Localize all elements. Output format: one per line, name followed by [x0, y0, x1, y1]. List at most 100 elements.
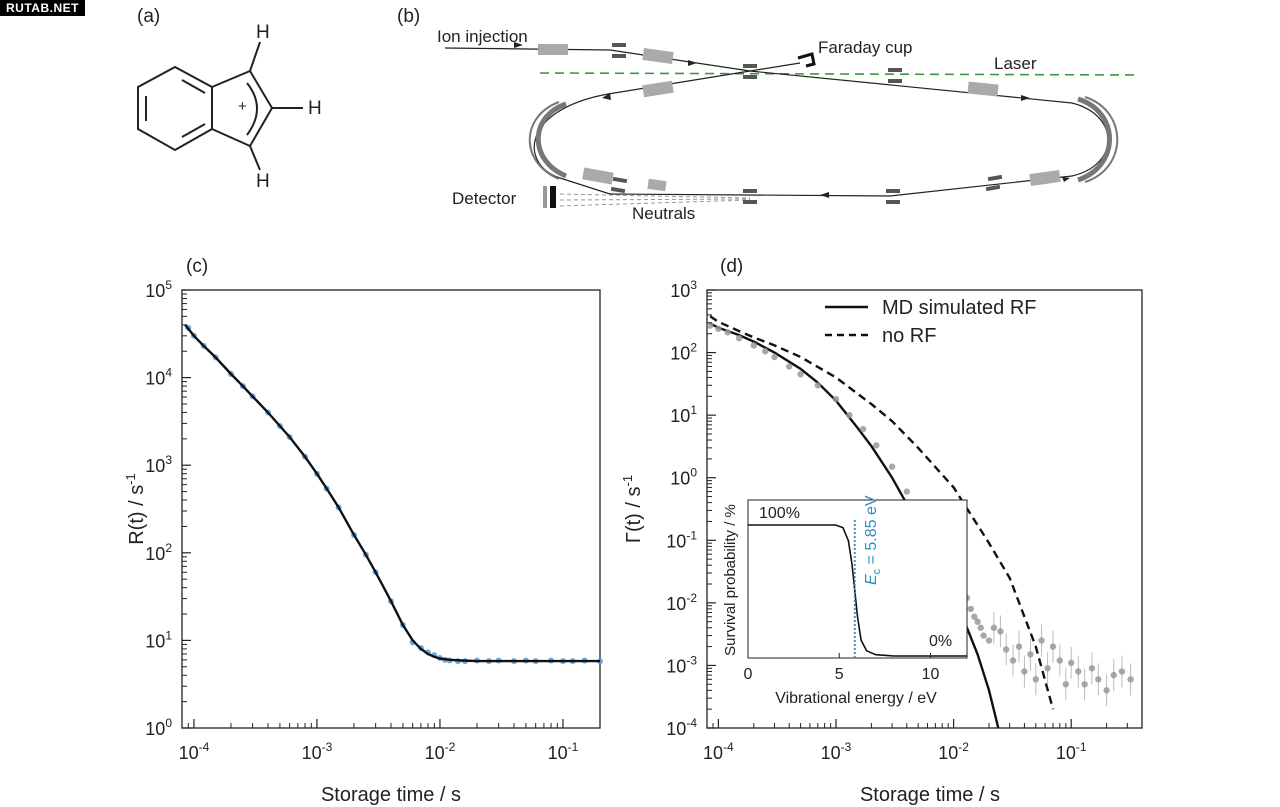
- inset-marks: 0 5 10: [744, 520, 967, 683]
- y-tick-label: 10-3: [666, 653, 697, 676]
- data-point: [1021, 668, 1028, 675]
- data-point: [1038, 637, 1045, 644]
- data-point: [997, 628, 1004, 635]
- data-point: [1095, 676, 1102, 683]
- inset-survival: 0 5 10 100% 0% Vibrational energy / eV Sur…: [722, 495, 968, 707]
- data-point: [859, 425, 867, 433]
- beam-to-cup: [749, 62, 801, 72]
- double-bond-3: [181, 123, 206, 138]
- x-tick-label: 10-2: [938, 740, 969, 763]
- inset-x-tick-label: 10: [922, 666, 940, 683]
- panel-label-c: (c): [186, 256, 208, 277]
- x-tick-label: 10-4: [703, 740, 734, 763]
- ring-beam-upper-right: [749, 70, 1073, 104]
- inset-survival-line: [748, 524, 967, 657]
- y-axis-title-c: R(t) / s-1: [123, 473, 148, 545]
- data-point: [873, 442, 880, 449]
- injection-element: [538, 44, 568, 55]
- plot-frame-d: [706, 289, 1143, 729]
- y-tick-label: 102: [670, 341, 697, 364]
- chart-d-marks: [706, 315, 1134, 729]
- y-tick-label: 10-1: [666, 528, 697, 551]
- fit-line: [184, 324, 600, 663]
- data-point: [785, 363, 793, 370]
- data-point: [903, 488, 910, 495]
- y-axis-title-d: Γ(t) / s-1: [620, 475, 645, 543]
- y-tick-label: 10-4: [666, 716, 697, 739]
- x-tick-label: 10-3: [302, 740, 333, 763]
- chart-c: (c) 10-4 10-3 10-2 10-1 100 101 102 103 104 105 S…: [123, 256, 603, 806]
- data-point: [1075, 668, 1082, 675]
- charge-plus: +: [238, 98, 247, 115]
- watermark-badge: RUTAB.NET: [0, 0, 85, 16]
- x-axis-title-d: Storage time / s: [860, 784, 1000, 806]
- inset-label-0: 0%: [929, 633, 952, 650]
- y-tick-label: 104: [145, 366, 172, 389]
- element-lower-right: [1029, 169, 1061, 187]
- legend-label-md: MD simulated RF: [882, 297, 1036, 319]
- data-point: [990, 624, 998, 631]
- data-point: [1110, 671, 1117, 679]
- ring-beam-lower-mid: [609, 193, 891, 197]
- benzene-ring: [137, 65, 213, 152]
- panel-label-d: (d): [720, 256, 743, 277]
- molecule-structure: [137, 41, 303, 171]
- left-bending-magnet: [535, 101, 568, 179]
- left-bend-beam: [533, 93, 609, 179]
- x-tick-label: 10-3: [821, 740, 852, 763]
- element-upper-right: [967, 81, 999, 97]
- atom-h-bottom: H: [256, 171, 270, 192]
- data-point: [846, 411, 853, 419]
- data-point: [1049, 643, 1057, 650]
- neutrals-lines: [559, 193, 751, 207]
- data-point: [1127, 676, 1134, 683]
- y-tick-label: 103: [145, 453, 172, 476]
- data-point: [1044, 665, 1051, 672]
- x-tick-label: 10-1: [1056, 740, 1087, 763]
- y-tick-label: 105: [145, 278, 172, 301]
- inset-x-tick-label: 5: [835, 666, 844, 683]
- laser-label: Laser: [994, 54, 1037, 73]
- x-tick-label: 10-2: [425, 740, 456, 763]
- beam-arrows: [514, 42, 1070, 198]
- data-point: [977, 624, 984, 631]
- injection-beam: [444, 47, 611, 51]
- x-axis-title-c: Storage time / s: [321, 784, 461, 806]
- bond-h-bottom: [249, 145, 261, 171]
- panel-a: (a) H H H +: [137, 6, 322, 192]
- right-bending-magnet: [1077, 96, 1112, 183]
- chart-d: (d) 10-4 10-3 10-2 10-110-410-310-210-11001…: [620, 256, 1143, 806]
- y-tick-label: 101: [145, 628, 172, 651]
- data-point: [1009, 657, 1017, 664]
- detector-label: Detector: [452, 189, 517, 208]
- data-point: [980, 632, 987, 639]
- panel-label-b: (b): [397, 6, 420, 27]
- legend-label-norf: no RF: [882, 325, 936, 347]
- data-point: [797, 371, 804, 378]
- quadrupoles: [610, 43, 1003, 204]
- laser-beam: [539, 72, 1141, 76]
- element-upper-left-2: [642, 80, 674, 98]
- data-point: [1027, 651, 1034, 658]
- element-lower-left-2: [647, 178, 667, 192]
- panel-label-a: (a): [137, 6, 160, 27]
- data-point: [735, 334, 743, 342]
- x-tick-label: 10-4: [179, 740, 210, 763]
- chart-d-ticks: 10-4 10-3 10-2 10-110-410-310-210-110010110…: [666, 278, 1143, 763]
- data-point: [974, 618, 981, 625]
- data-point: [1062, 681, 1070, 688]
- data-point: [724, 329, 731, 336]
- data-point: [750, 342, 757, 349]
- data-point: [1118, 668, 1126, 675]
- detector-plate: [543, 186, 547, 208]
- bond-h-top: [249, 41, 261, 72]
- data-point: [888, 463, 896, 470]
- data-point: [1081, 681, 1088, 688]
- inset-x-title: Vibrational energy / eV: [775, 690, 937, 707]
- neutrals-label: Neutrals: [632, 204, 695, 223]
- y-tick-label: 103: [670, 278, 697, 301]
- inset-y-title: Survival probability / %: [722, 504, 739, 656]
- data-point: [715, 325, 722, 332]
- atom-h-top: H: [256, 22, 270, 43]
